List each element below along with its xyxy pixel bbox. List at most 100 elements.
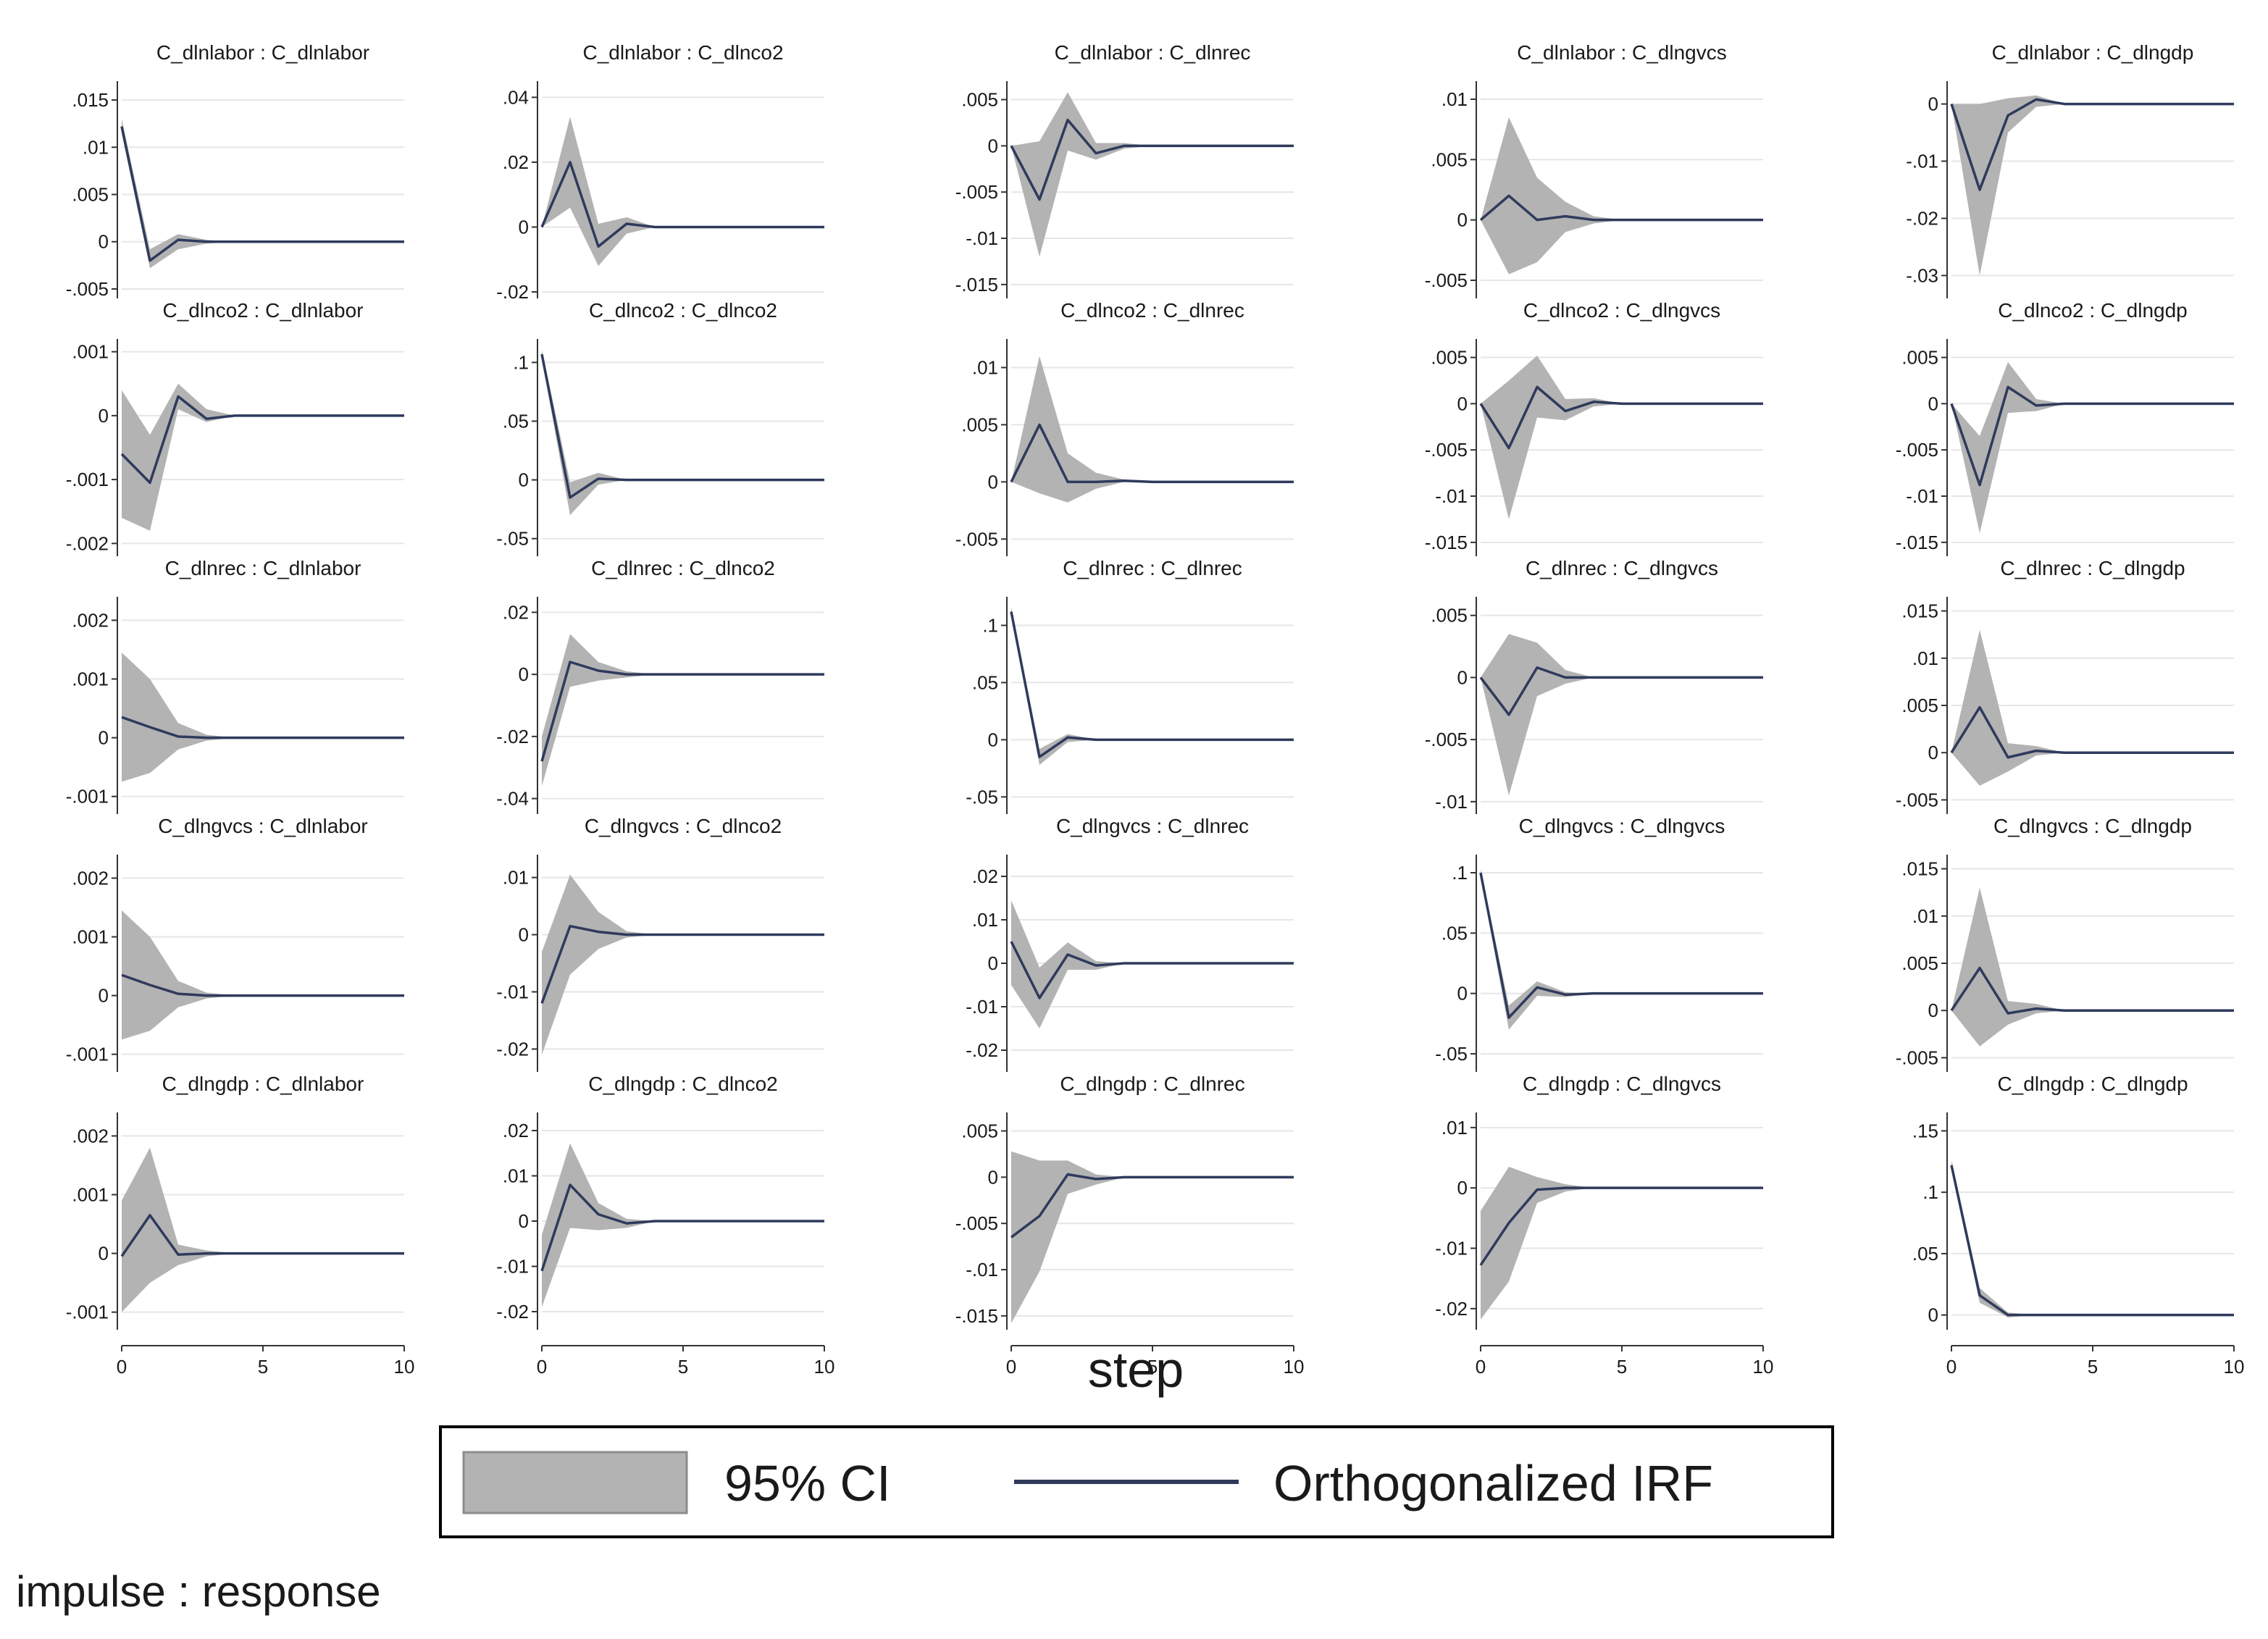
y-tick-label: .1 (1452, 862, 1468, 884)
y-tick-label: -.005 (955, 528, 998, 550)
irf-panel: C_dlngdp : C_dlnlabor .002 .001 0 -.001 0 5 10 (66, 1073, 415, 1378)
panel-title: C_dlnlabor : C_dlnco2 (582, 41, 783, 64)
y-tick-label: -.02 (496, 281, 529, 303)
panel-title: C_dlngvcs : C_dlnrec (1056, 815, 1249, 837)
irf-line (1010, 611, 1294, 758)
irf-line (540, 924, 824, 1004)
y-tick-label: .01 (972, 356, 998, 378)
x-tick-label: 10 (1753, 1356, 1774, 1378)
irf-panel: C_dlnco2 : C_dlnco2 .1 .05 0 -.05 (496, 299, 824, 556)
y-tick-label: .04 (503, 86, 529, 108)
y-tick-label: -.05 (496, 528, 529, 550)
irf-line (1479, 1186, 1763, 1266)
y-tick-label: 0 (988, 729, 998, 750)
irf-panel: C_dlngvcs : C_dlnlabor .002 .001 0 -.001 (66, 815, 404, 1072)
x-tick-label: 10 (1284, 1356, 1305, 1378)
y-tick-label: 0 (1457, 1177, 1468, 1199)
irf-line (1479, 385, 1763, 450)
y-tick-label: -.001 (66, 1044, 109, 1065)
y-tick-label: 0 (988, 471, 998, 492)
y-tick-label: 0 (1928, 393, 1938, 414)
panel-title: C_dlngdp : C_dlnrec (1060, 1073, 1244, 1095)
irf-line (1479, 666, 1763, 716)
x-tick-label: 5 (1617, 1356, 1627, 1378)
ci-band (122, 119, 404, 269)
irf-panel: C_dlngvcs : C_dlngvcs .1 .05 0 -.05 (1435, 815, 1763, 1072)
irf-line (121, 973, 404, 997)
y-tick-label: 0 (1928, 999, 1938, 1021)
irf-panel: C_dlngvcs : C_dlngdp .015 .01 .005 0 -.005 (1896, 815, 2234, 1072)
y-tick-label: .005 (961, 89, 998, 111)
y-tick-label: .02 (972, 865, 998, 887)
ci-band (1481, 355, 1763, 519)
irf-panel: C_dlngdp : C_dlngdp .15 .1 .05 0 0 5 10 (1912, 1073, 2245, 1378)
ci-band (542, 874, 824, 1055)
y-tick-label: 0 (519, 216, 529, 238)
y-tick-label: 0 (99, 405, 109, 427)
y-tick-label: -.04 (496, 788, 529, 810)
irf-panel: C_dlnrec : C_dlnrec .1 .05 0 -.05 (966, 557, 1294, 814)
y-tick-label: .1 (982, 614, 998, 636)
y-tick-label: -.02 (496, 1038, 529, 1060)
ci-band (1011, 92, 1294, 257)
ci-band (542, 634, 824, 787)
ci-band (122, 1147, 404, 1312)
irf-line (540, 661, 824, 762)
y-tick-label: .01 (1441, 1117, 1468, 1139)
irf-panel: C_dlngdp : C_dlnco2 .02 .01 0 -.01 -.02 0 5 10 (496, 1073, 834, 1378)
irf-line (1950, 98, 2234, 191)
panel-title: C_dlnlabor : C_dlngdp (1992, 41, 2194, 64)
y-tick-label: 0 (988, 952, 998, 974)
x-tick-label: 10 (814, 1356, 835, 1378)
x-tick-label: 0 (537, 1356, 547, 1378)
y-tick-label: .005 (961, 414, 998, 435)
panel-title: C_dlngvcs : C_dlnlabor (158, 815, 368, 837)
ci-band (1011, 1151, 1294, 1324)
panel-title: C_dlnco2 : C_dlnrec (1060, 299, 1244, 322)
y-tick-label: 0 (519, 924, 529, 946)
y-tick-label: -.02 (496, 726, 529, 747)
irf-line (540, 161, 824, 248)
irf-panel: C_dlnco2 : C_dlngvcs .005 0 -.005 -.01 -.015 (1425, 299, 1763, 556)
y-tick-label: -.005 (1896, 1047, 1938, 1068)
y-tick-label: -.001 (66, 1301, 109, 1323)
ci-band (1951, 361, 2234, 534)
y-tick-label: 0 (99, 985, 109, 1007)
legend-ci-label: 95% CI (724, 1455, 891, 1512)
ci-band (1481, 869, 1763, 1030)
y-tick-label: .01 (503, 1165, 529, 1187)
irf-panel: C_dlnrec : C_dlngvcs .005 0 -.005 -.01 (1425, 557, 1763, 814)
y-tick-label: -.015 (1425, 532, 1468, 553)
panel-title: C_dlnlabor : C_dlngvcs (1517, 41, 1727, 64)
x-tick-label: 5 (258, 1356, 268, 1378)
irf-line (1950, 966, 2234, 1015)
y-tick-label: .005 (961, 1120, 998, 1142)
irf-line (1950, 385, 2234, 487)
y-tick-label: .01 (83, 136, 109, 158)
y-tick-label: -.05 (1435, 1043, 1468, 1065)
irf-line (120, 126, 404, 262)
y-tick-label: 0 (1457, 393, 1468, 414)
ci-band (1011, 356, 1294, 503)
x-tick-label: 10 (394, 1356, 415, 1378)
y-tick-label: .005 (72, 184, 109, 206)
irf-line (1010, 1173, 1294, 1238)
irf-line (1479, 194, 1763, 222)
y-tick-label: -.01 (1435, 791, 1468, 813)
y-tick-label: 0 (99, 727, 109, 749)
y-tick-label: -.002 (66, 532, 109, 554)
y-tick-label: .015 (1901, 600, 1938, 622)
panel-title: C_dlngvcs : C_dlngvcs (1519, 815, 1725, 837)
irf-line (120, 395, 404, 485)
x-tick-label: 0 (1476, 1356, 1486, 1378)
panel-title: C_dlnrec : C_dlnco2 (591, 557, 775, 579)
y-tick-label: .1 (1922, 1181, 1938, 1203)
y-tick-label: -.01 (1906, 485, 1938, 507)
panel-title: C_dlngdp : C_dlngvcs (1523, 1073, 1721, 1095)
y-tick-label: .005 (1901, 695, 1938, 716)
irf-panel: C_dlnlabor : C_dlngdp 0 -.01 -.02 -.03 (1906, 41, 2234, 298)
panel-title: C_dlngdp : C_dlnlabor (162, 1073, 364, 1095)
y-tick-label: .01 (972, 909, 998, 931)
y-tick-label: .05 (1912, 1243, 1938, 1265)
